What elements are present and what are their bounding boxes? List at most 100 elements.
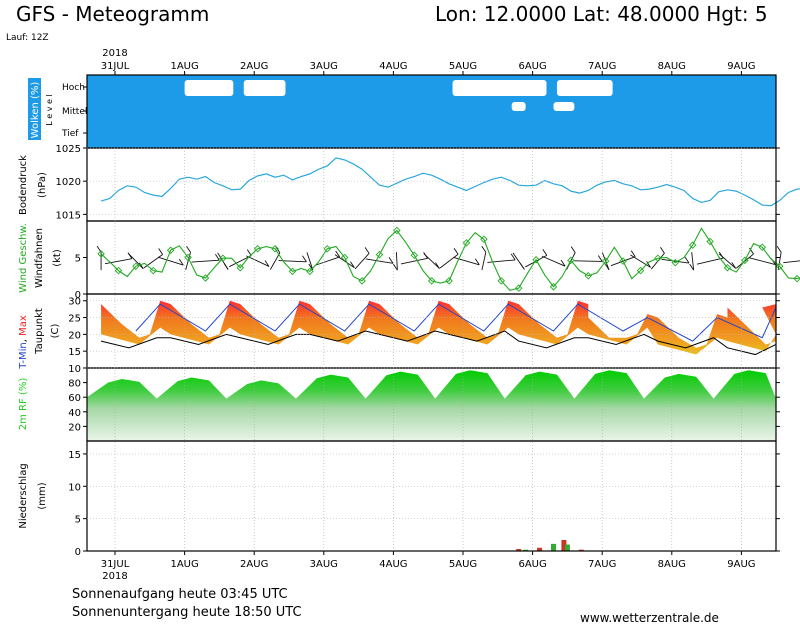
wind-speed-point [97, 250, 105, 258]
website-link[interactable]: www.wetterzentrale.de [580, 611, 719, 625]
y-tick-label: 40 [68, 408, 81, 419]
wind-speed-point [271, 244, 279, 253]
humidity-axis-label: 2m RF (%) [18, 378, 29, 431]
wind-barb [269, 252, 281, 270]
x-tick-label-bottom: 9AUG [727, 559, 755, 570]
wind-speed-point [114, 266, 123, 275]
wind-barb [696, 257, 724, 265]
temperature-axis-label: T-Min, Max [18, 315, 29, 370]
sunrise-text: Sonnenaufgang heute 03:45 UTC [72, 587, 288, 602]
wind-speed-point [219, 254, 227, 262]
wind-speed-point [375, 250, 384, 259]
label-separator: , [18, 336, 29, 342]
cloud-level-axis-label: L e v e l [45, 94, 54, 125]
wind-barb [691, 252, 695, 271]
cloud-level-label: Mittel [62, 107, 87, 117]
y-tick-label: 0 [75, 290, 81, 301]
wind-barb-tick [186, 246, 191, 253]
wind-barb-tick [776, 245, 782, 253]
wind-speed-point [445, 277, 453, 285]
wind-speed-point [601, 257, 610, 265]
x-tick-label-top: 31JUL [101, 61, 130, 72]
wind-barb-tick [731, 262, 737, 269]
x-tick-label-top: 7AUG [588, 61, 616, 72]
y-tick-label: 80 [68, 379, 81, 390]
wind-speed-point [184, 253, 192, 262]
clear-sky-patch [243, 80, 286, 96]
wind-speed-point [410, 251, 419, 260]
wind-speed-point [132, 262, 140, 271]
wind-frame [86, 220, 777, 295]
x-tick-label-bottom: 1AUG [170, 559, 198, 570]
wind-barb [439, 253, 459, 269]
x-tick-label-top: 1AUG [170, 61, 198, 72]
clear-sky-patch [452, 80, 547, 96]
chart-title: GFS - Meteogramm [16, 2, 210, 26]
y-tick-label: 1025 [56, 144, 81, 155]
wind-barb-tick [604, 263, 610, 271]
y-tick-label: 25 [68, 314, 81, 325]
y-tick-label: 60 [68, 393, 81, 404]
y-tick-label: 1020 [56, 177, 81, 188]
wind-barb [306, 252, 314, 271]
wind-speed-point [166, 246, 175, 254]
wind-barb-tick [223, 263, 229, 270]
dewpoint-axis-label: Taupunkt [34, 308, 45, 355]
cloud-label-background [28, 78, 41, 140]
x-tick-label-top: 9AUG [727, 61, 755, 72]
wind-barb-tick [335, 250, 341, 258]
wind-speed-point [532, 255, 540, 264]
tmin-label: T-Min [18, 342, 29, 370]
wind-speed-point [323, 244, 332, 253]
y-tick-label: 20 [68, 330, 81, 341]
wind-barb [718, 253, 737, 269]
pressure-axis-label: Bodendruck [18, 155, 29, 215]
model-run-label: Lauf: 12Z [6, 33, 49, 43]
x-tick-label-top: 3AUG [310, 61, 338, 72]
wind-speed-point [201, 274, 210, 282]
wind-barb [525, 254, 548, 268]
x-tick-label-bottom: 8AUG [658, 559, 686, 570]
y-tick-label: 5 [75, 515, 81, 526]
x-tick-label-bottom: 7AUG [588, 559, 616, 570]
wind-barb-tick [435, 262, 440, 269]
clear-sky-patch [553, 102, 575, 111]
wind-speed-point [549, 282, 558, 291]
wind-barb-tick [453, 248, 459, 255]
wind-speed-point [775, 262, 784, 271]
wind-speed-point [358, 277, 366, 285]
clear-sky-patch [184, 80, 234, 96]
wind-speed-point [288, 267, 297, 276]
clear-sky-patch [511, 102, 526, 111]
wind-unit-label: (kt) [52, 249, 63, 267]
wind-speed-point [688, 241, 697, 249]
sunset-text: Sonnenuntergang heute 18:50 UTC [72, 605, 302, 620]
y-tick-label: 0 [75, 547, 81, 558]
wind-barb [229, 255, 252, 268]
wind-barb [314, 256, 340, 266]
wind-speed-point [306, 267, 314, 276]
tmax-label: Max [18, 315, 29, 336]
wind-barb-tick [570, 246, 576, 253]
x-tick-label-bottom: 3AUG [310, 559, 338, 570]
wind-barb-tick [481, 245, 487, 253]
year-label-bottom: 2018 [102, 571, 127, 582]
wind-barb-tick [178, 258, 184, 266]
x-tick-label-bottom: 5AUG [449, 559, 477, 570]
wind-speed-point [253, 244, 262, 253]
location-label: Lon: 12.0000 Lat: 48.0000 Hgt: 5 [435, 2, 768, 26]
x-tick-label-bottom: 31JUL [101, 559, 130, 570]
wind-barb-tick [597, 255, 603, 262]
wind-barb-tick [519, 263, 525, 270]
wind-speed-point [671, 258, 680, 267]
wind-barb-tick [350, 261, 355, 268]
temperature-range-area [101, 300, 776, 355]
wind-speed-point [149, 266, 158, 275]
wind-barb [574, 260, 603, 262]
y-tick-label: 10 [68, 364, 81, 375]
wind-barb-tick [510, 253, 516, 261]
precipitation-axis-label: Niederschlag [18, 463, 29, 528]
y-tick-label: 5 [75, 254, 81, 265]
wind-barb-tick [630, 250, 636, 257]
